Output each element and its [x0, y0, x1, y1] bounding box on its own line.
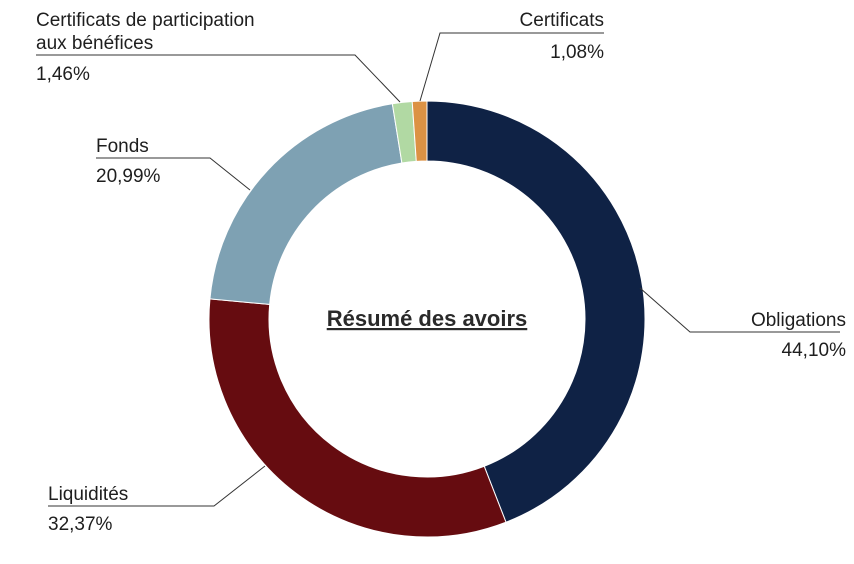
label-fonds-value: 20,99% — [96, 166, 161, 187]
donut-slices — [208, 100, 646, 538]
slice-obligations — [426, 100, 646, 523]
label-certificats-name: Certificats — [520, 10, 604, 31]
label-certificats-participation-name-line1: Certificats de participation — [36, 10, 255, 31]
leader-line-certificats — [419, 32, 604, 102]
label-liquidites-value: 32,37% — [48, 514, 113, 535]
label-fonds-name: Fonds — [96, 136, 149, 157]
label-liquidites-name: Liquidités — [48, 484, 128, 505]
slice-certificats — [411, 100, 428, 162]
leader-line-obligations — [639, 287, 840, 333]
slice-liquidites — [208, 298, 507, 538]
label-obligations-name: Obligations — [751, 310, 846, 331]
label-certificats-participation-value: 1,46% — [36, 64, 90, 85]
label-certificats-participation-name-line2: aux bénéfices — [36, 33, 153, 54]
leader-line-liquidites — [48, 465, 266, 507]
leader-line-certificats-participation — [36, 54, 401, 103]
leader-line-fonds — [96, 157, 251, 191]
chart-title: Résumé des avoirs — [327, 306, 528, 331]
slice-fonds — [209, 103, 403, 305]
label-certificats-value: 1,08% — [550, 42, 604, 63]
label-obligations-value: 44,10% — [782, 340, 847, 361]
